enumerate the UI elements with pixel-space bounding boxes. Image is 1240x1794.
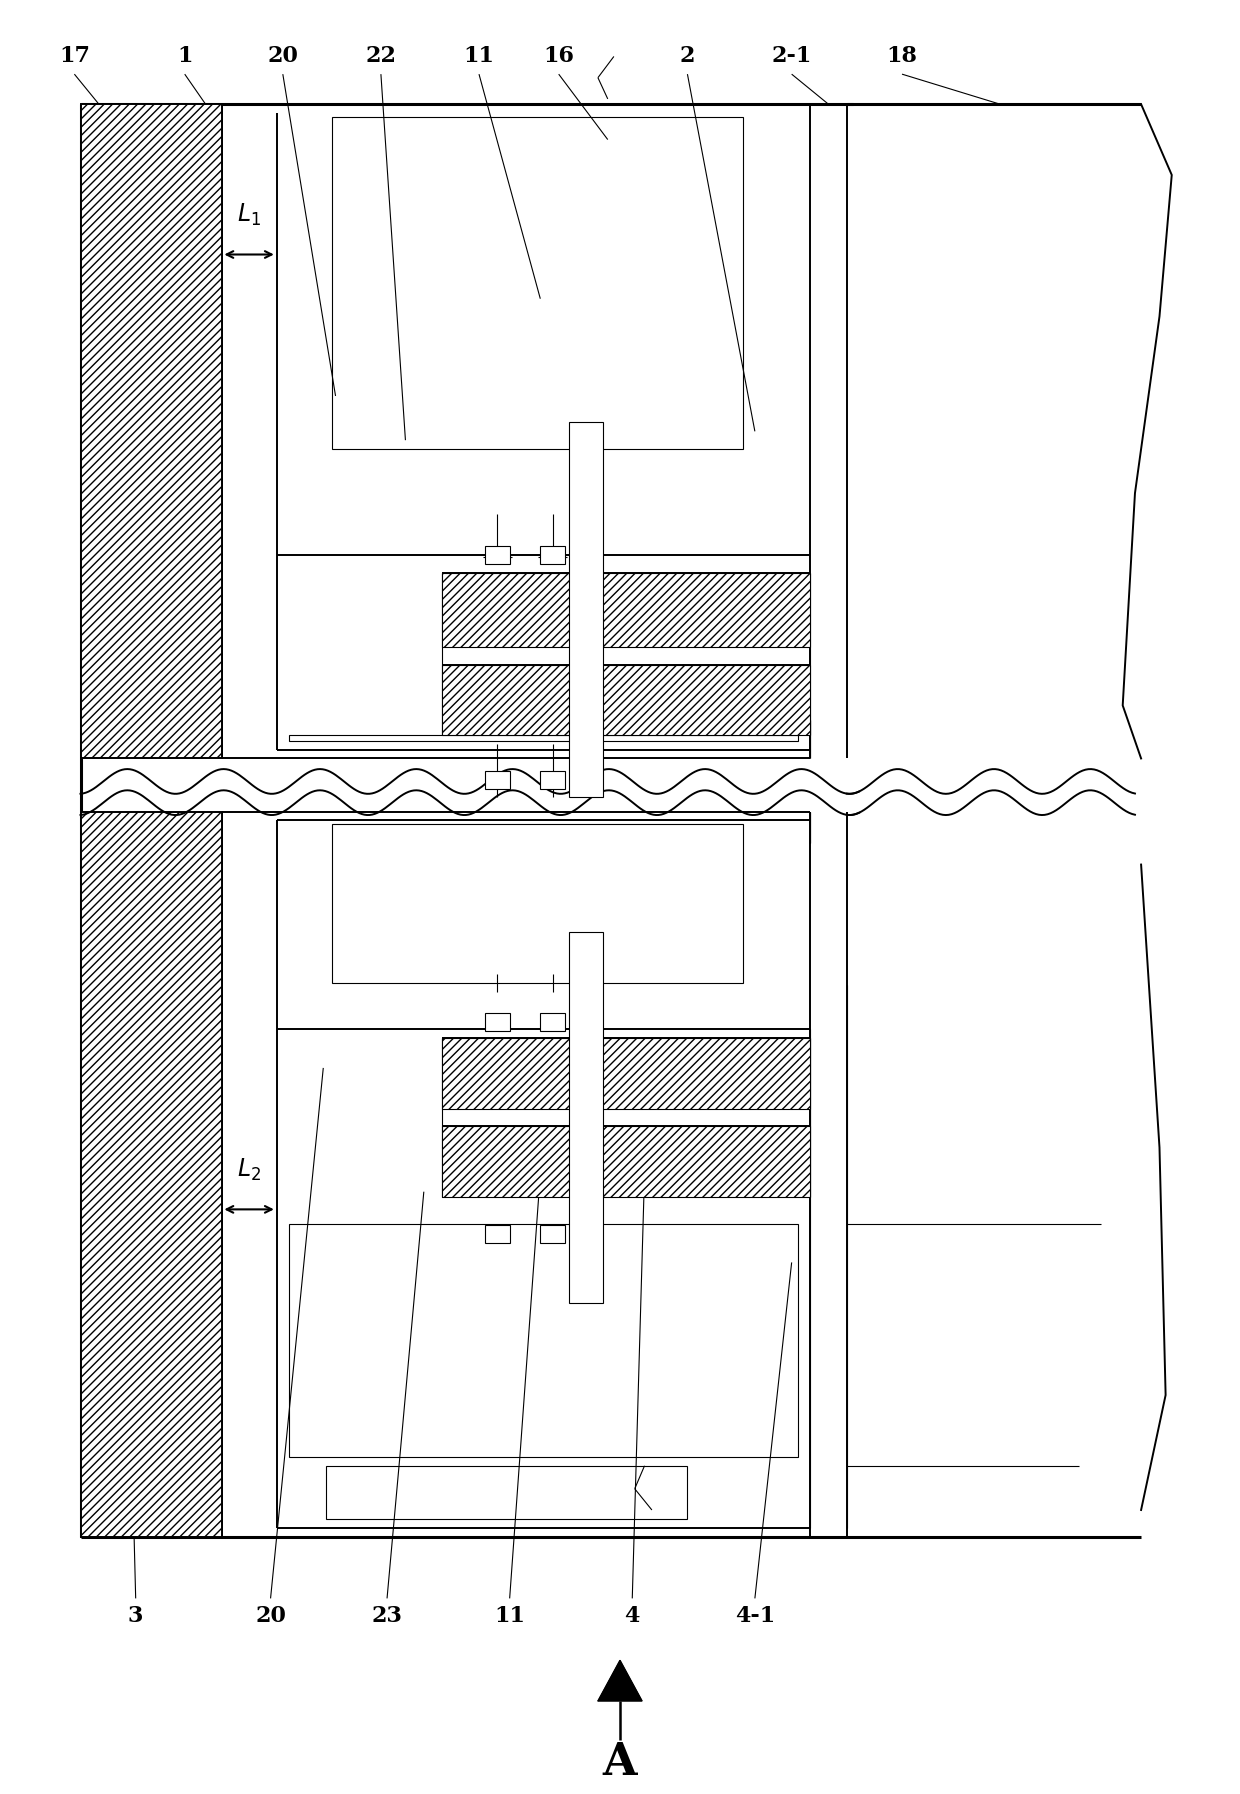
Bar (443, 1039, 810, 1109)
Bar (568, 931, 603, 1302)
Text: 1: 1 (177, 45, 192, 68)
Text: 17: 17 (58, 45, 89, 68)
Text: 16: 16 (543, 45, 574, 68)
Text: 11: 11 (495, 1606, 526, 1627)
Bar (485, 1014, 510, 1032)
Text: 2-1: 2-1 (771, 45, 812, 68)
Text: 2: 2 (680, 45, 696, 68)
Text: 20: 20 (268, 45, 299, 68)
Bar (541, 1225, 565, 1243)
Bar (541, 1014, 565, 1032)
Bar (443, 1127, 810, 1197)
Bar (568, 423, 603, 797)
Text: 20: 20 (255, 1606, 286, 1627)
Bar (289, 736, 797, 741)
Bar (485, 1225, 510, 1243)
Bar (443, 572, 810, 648)
Text: $L_2$: $L_2$ (237, 1157, 262, 1182)
Bar (332, 823, 743, 983)
Bar (485, 545, 510, 563)
Text: 11: 11 (464, 45, 495, 68)
Bar (443, 666, 810, 736)
Bar (541, 545, 565, 563)
Bar (81, 811, 222, 1536)
Bar (289, 1224, 797, 1457)
Text: 3: 3 (128, 1606, 144, 1627)
Text: $L_1$: $L_1$ (237, 201, 262, 228)
Text: A: A (603, 1742, 637, 1785)
Text: 4-1: 4-1 (735, 1606, 775, 1627)
Text: 23: 23 (372, 1606, 403, 1627)
Polygon shape (598, 1659, 642, 1701)
Bar (485, 771, 510, 789)
Bar (332, 117, 743, 448)
Text: 18: 18 (887, 45, 918, 68)
Bar (326, 1466, 687, 1520)
Text: 22: 22 (366, 45, 397, 68)
Bar (541, 771, 565, 789)
Text: 4: 4 (625, 1606, 640, 1627)
Bar (81, 104, 222, 759)
